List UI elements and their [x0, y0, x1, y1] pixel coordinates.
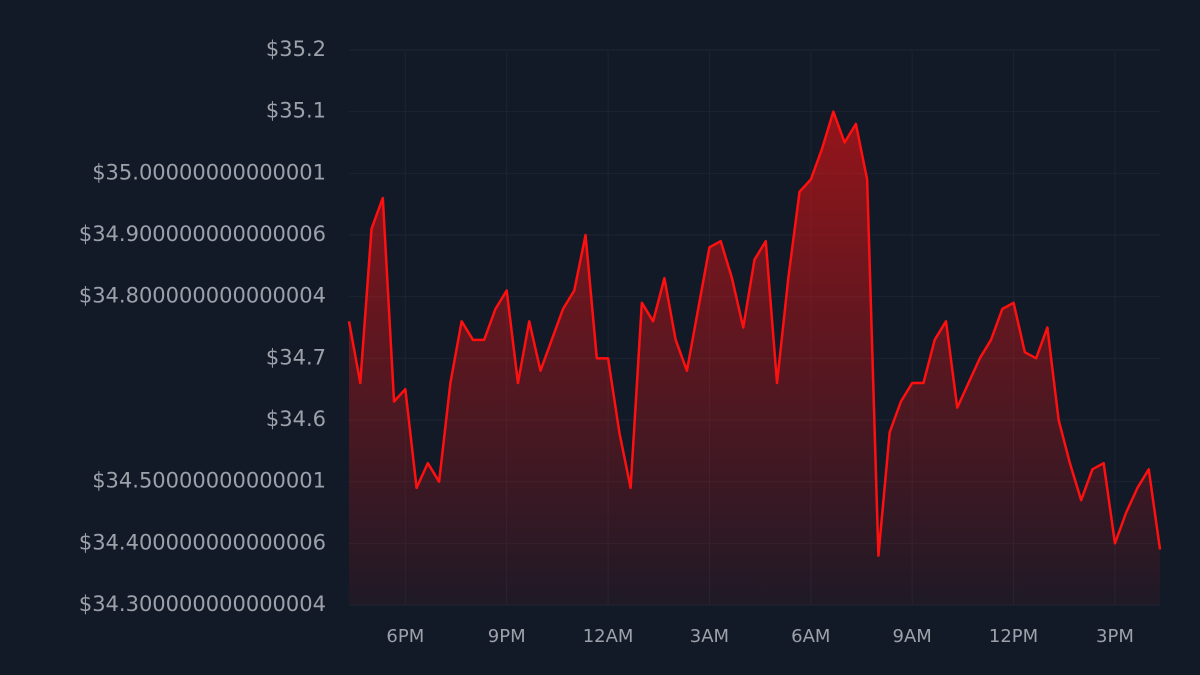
- y-tick-label: $34.50000000000001: [92, 469, 326, 493]
- y-tick-label: $34.300000000000004: [79, 592, 326, 616]
- y-tick-label: $34.400000000000006: [79, 530, 326, 554]
- y-tick-label: $35.2: [266, 37, 326, 61]
- x-tick-label: 3PM: [1096, 626, 1134, 647]
- y-tick-label: $35.1: [266, 99, 326, 123]
- x-tick-label: 9AM: [893, 626, 932, 647]
- y-tick-label: $34.900000000000006: [79, 222, 326, 246]
- x-tick-label: 3AM: [690, 626, 729, 647]
- x-tick-label: 12PM: [989, 626, 1038, 647]
- y-tick-label: $35.00000000000001: [92, 160, 326, 184]
- x-tick-label: 6PM: [386, 626, 424, 647]
- price-line: [347, 110, 1162, 557]
- y-tick-label: $34.6: [266, 407, 326, 431]
- x-tick-label: 6AM: [791, 626, 830, 647]
- x-tick-label: 12AM: [583, 626, 634, 647]
- y-tick-label: $34.7: [266, 345, 326, 369]
- y-tick-label: $34.800000000000004: [79, 284, 326, 308]
- area-fill: [349, 111, 1160, 606]
- x-tick-label: 9PM: [488, 626, 526, 647]
